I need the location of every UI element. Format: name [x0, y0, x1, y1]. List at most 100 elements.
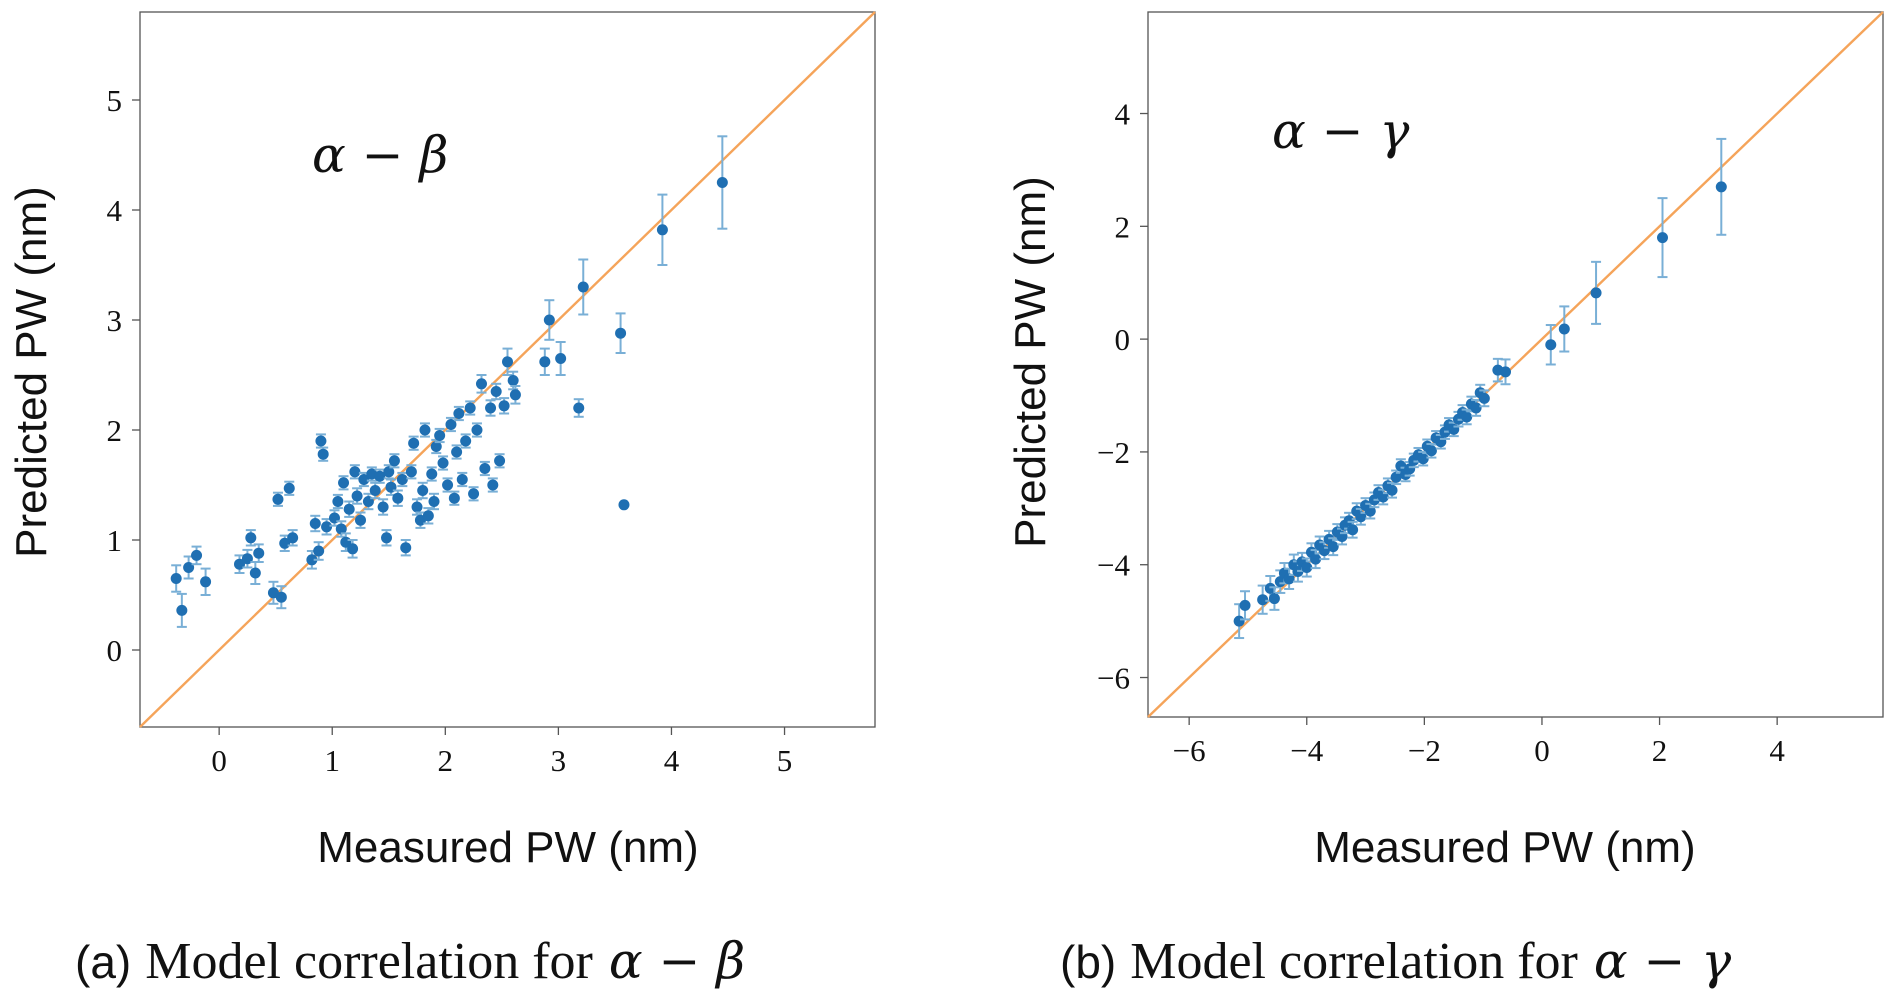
data-point [1364, 505, 1376, 517]
data-point [249, 567, 261, 579]
data-point [321, 521, 333, 533]
data-point [315, 435, 327, 447]
data-point [716, 177, 728, 188]
annotation-b: α − γ [1272, 102, 1409, 160]
data-point [1264, 582, 1276, 594]
data-point [335, 523, 347, 535]
y-tick-label: −4 [1097, 548, 1130, 583]
data-point [1377, 491, 1389, 503]
data-point [487, 479, 499, 491]
x-tick-label: −2 [1408, 733, 1441, 768]
data-point [456, 474, 468, 485]
data-point [408, 437, 420, 449]
caption-tag-b: (b) [1060, 936, 1116, 988]
caption-b: (b) Model correlation for α − γ [1060, 932, 1731, 990]
data-point [1590, 287, 1602, 299]
x-tick-label: 1 [324, 743, 340, 778]
data-point [279, 537, 291, 549]
data-point [502, 356, 513, 368]
data-point [400, 542, 412, 554]
data-point [351, 490, 363, 502]
caption-text-a: Model correlation for [145, 933, 593, 990]
caption-text-b: Model correlation for [1130, 933, 1578, 990]
data-point [405, 466, 417, 478]
data-point [253, 547, 265, 559]
data-point [656, 224, 668, 236]
data-point [338, 477, 350, 489]
data-point [464, 402, 476, 414]
y-tick-label: 2 [107, 413, 123, 448]
data-point [555, 353, 567, 364]
data-point [539, 356, 551, 368]
data-point [1301, 562, 1313, 574]
x-axis-label-a: Measured PW (nm) [317, 823, 698, 872]
y-tick-label: 4 [1115, 97, 1131, 132]
data-point [234, 558, 246, 570]
data-point [1268, 593, 1280, 605]
data-point [1657, 232, 1668, 244]
data-point [377, 501, 389, 513]
data-point [313, 545, 325, 557]
data-point [426, 468, 438, 480]
y-tick-label: 3 [107, 303, 123, 338]
data-point [183, 562, 195, 573]
data-point [355, 514, 366, 526]
data-point [448, 492, 460, 504]
data-point [577, 281, 589, 293]
y-tick-label: 2 [1115, 209, 1131, 244]
data-point [1347, 524, 1359, 536]
x-tick-label: 0 [1534, 733, 1550, 768]
y-tick-label: −2 [1097, 435, 1130, 470]
data-point [618, 499, 630, 511]
y-tick-label: 5 [107, 83, 123, 118]
data-point [422, 510, 434, 522]
data-point [287, 532, 299, 544]
data-point [1239, 599, 1251, 611]
data-point [1558, 323, 1570, 335]
data-point [1257, 594, 1269, 606]
data-point [1478, 392, 1490, 404]
data-point [383, 466, 395, 478]
data-point [1386, 484, 1398, 496]
data-point [434, 430, 446, 441]
y-tick-label: 0 [107, 633, 123, 668]
data-point [1470, 402, 1482, 414]
data-point [1500, 366, 1512, 378]
y-axis-label-b: Predicted PW (nm) [1006, 176, 1055, 548]
data-point [241, 553, 253, 565]
data-point [1395, 460, 1407, 472]
data-point [381, 532, 393, 544]
data-point [543, 314, 555, 326]
data-point [485, 402, 497, 414]
panel-b-chart: −6 −4 −2 0 2 4 −6 −4 −2 0 2 4 α − γ Measured PW (nm… [1006, 11, 1884, 990]
x-tick-label: 0 [211, 743, 227, 778]
data-point [349, 466, 361, 478]
data-point [411, 501, 423, 513]
data-point [460, 435, 472, 447]
data-point [1461, 411, 1473, 423]
data-point [430, 441, 442, 452]
data-point [1274, 576, 1286, 588]
data-point [396, 474, 408, 485]
data-point [419, 424, 431, 436]
caption-tag-a: (a) [75, 936, 131, 988]
data-point [343, 503, 355, 515]
panel-a-chart: 0 1 2 3 4 5 0 1 2 3 4 5 α − β Measured PW (nm) Pred… [7, 11, 876, 990]
data-point [1715, 181, 1727, 193]
data-point [306, 554, 318, 566]
points-a [170, 135, 728, 628]
data-point [317, 448, 329, 460]
data-point [1283, 573, 1295, 585]
data-point [498, 400, 510, 412]
data-point [388, 455, 400, 467]
data-point [445, 419, 457, 430]
data-point [1327, 541, 1339, 553]
ticks-a: 0 1 2 3 4 5 0 1 2 3 4 5 [107, 83, 793, 778]
data-point [1417, 453, 1429, 465]
x-tick-label: 2 [1652, 733, 1668, 768]
y-tick-label: 4 [107, 193, 123, 228]
data-point [471, 424, 483, 436]
data-point [358, 474, 370, 485]
x-tick-label: 4 [664, 743, 680, 778]
x-axis-label-b: Measured PW (nm) [1314, 823, 1695, 872]
